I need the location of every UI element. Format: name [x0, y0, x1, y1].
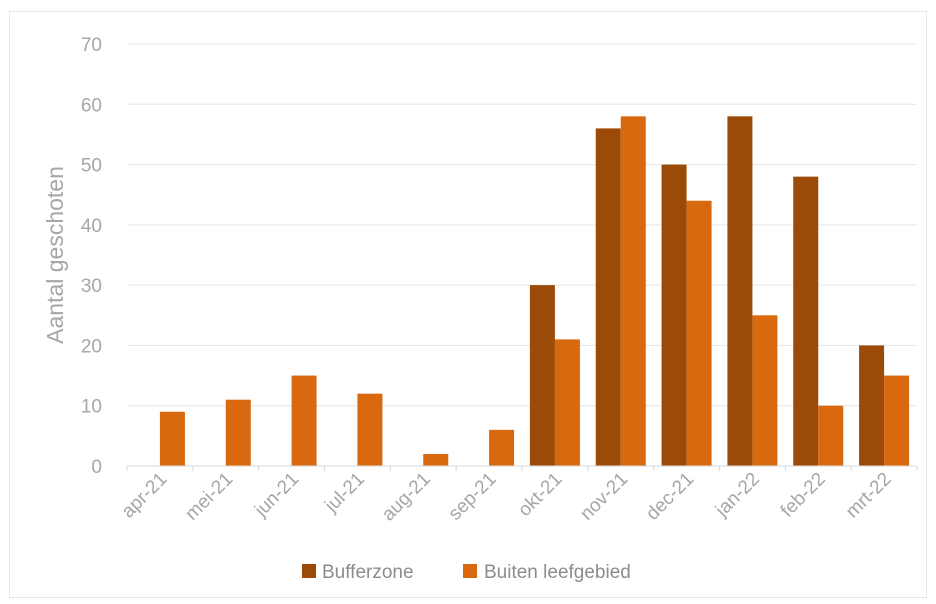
- bar-buiten-leefgebied-aug-21: [423, 453, 449, 466]
- legend-label: Buiten leefgebied: [484, 562, 631, 583]
- bar-bufferzone-mrt-22: [859, 345, 885, 466]
- bar-buiten-leefgebied-jun-21: [291, 375, 317, 466]
- x-tick-label: mei-21: [181, 469, 237, 525]
- bar-buiten-leefgebied-mei-21: [225, 399, 251, 466]
- y-tick-label: 60: [81, 95, 102, 116]
- x-tick-label: jul-21: [321, 469, 369, 517]
- gridlines: [127, 43, 917, 407]
- bar-bufferzone-feb-22: [793, 176, 819, 466]
- bar-bufferzone-okt-21: [529, 285, 555, 466]
- bars: [159, 116, 910, 467]
- legend-swatch: [302, 564, 316, 578]
- x-tick-label: feb-22: [777, 469, 830, 522]
- chart-frame: [9, 11, 927, 598]
- bar-buiten-leefgebied-jan-22: [752, 315, 778, 466]
- y-axis-ticks: 0 10 20 30 40 50 60 70: [81, 35, 102, 478]
- bar-buiten-leefgebied-feb-22: [818, 405, 844, 466]
- x-tick-label: mrt-22: [842, 469, 896, 523]
- bar-buiten-leefgebied-dec-21: [686, 200, 712, 466]
- y-tick-label: 40: [81, 216, 102, 237]
- legend: Bufferzone Buiten leefgebied: [302, 562, 631, 583]
- x-tick-label: apr-21: [118, 469, 172, 523]
- bar-buiten-leefgebied-mrt-22: [884, 375, 910, 466]
- bar-bufferzone-dec-21: [661, 164, 687, 467]
- y-tick-label: 50: [81, 156, 102, 177]
- y-tick-label: 10: [81, 397, 102, 418]
- y-tick-label: 20: [81, 336, 102, 357]
- x-tick-label: jun-21: [250, 469, 303, 522]
- legend-swatch: [463, 564, 477, 578]
- bar-buiten-leefgebied-okt-21: [554, 339, 580, 466]
- legend-label: Bufferzone: [322, 562, 414, 583]
- x-tick-label: jan-22: [711, 469, 764, 522]
- y-tick-label: 0: [91, 457, 102, 478]
- bar-buiten-leefgebied-sep-21: [489, 429, 515, 466]
- x-tick-label: okt-21: [514, 469, 566, 521]
- bar-buiten-leefgebied-nov-21: [620, 116, 646, 466]
- bar-buiten-leefgebied-apr-21: [159, 411, 185, 466]
- bar-bufferzone-nov-21: [595, 128, 621, 466]
- x-tick-label: sep-21: [445, 469, 501, 525]
- y-axis-label: Aantal geschoten: [42, 166, 68, 344]
- x-axis-ticks: apr-21 mei-21 jun-21 jul-21 aug-21 sep-21 okt-…: [118, 466, 918, 526]
- bar-buiten-leefgebied-jul-21: [357, 393, 383, 466]
- x-tick-label: nov-21: [576, 469, 632, 525]
- y-tick-label: 30: [81, 276, 102, 297]
- bar-bufferzone-jan-22: [727, 116, 753, 466]
- y-tick-label: 70: [81, 35, 102, 56]
- x-tick-label: aug-21: [378, 469, 435, 526]
- x-tick-label: dec-21: [642, 469, 698, 525]
